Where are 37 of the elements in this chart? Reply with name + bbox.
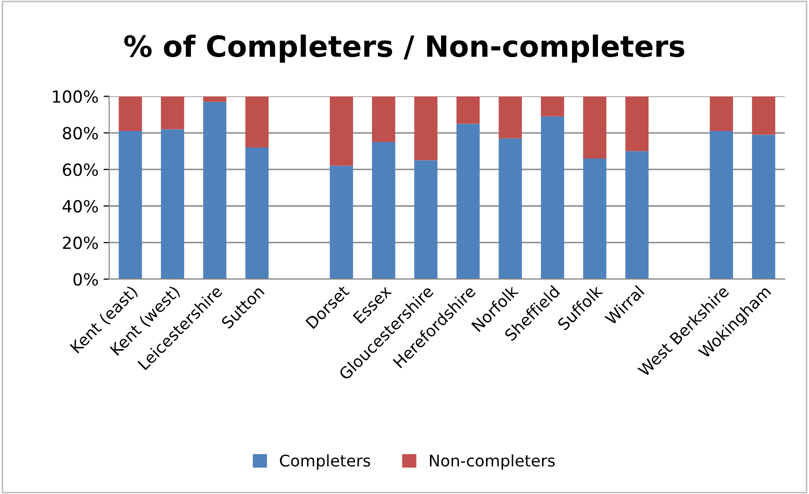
bar [245, 148, 269, 280]
chart-title: % of Completers / Non-completers [124, 34, 684, 63]
legend-label: Completers [280, 454, 370, 470]
bar [583, 158, 606, 280]
bar [498, 96, 522, 138]
bar [456, 124, 480, 280]
bar [456, 96, 480, 124]
bar [752, 134, 776, 280]
bar [710, 96, 734, 132]
bar [710, 131, 734, 280]
y-tick-label: 60% [62, 163, 98, 176]
bar [330, 166, 354, 280]
y-tick-label: 20% [62, 236, 98, 250]
bar [203, 102, 226, 280]
y-tick-label: 0% [73, 273, 98, 286]
bar [372, 96, 396, 142]
bar [583, 96, 606, 158]
bar [414, 96, 438, 160]
bar [540, 116, 564, 280]
bar [625, 96, 649, 152]
y-tick-label: 100% [52, 90, 98, 103]
y-tick-label: 80% [62, 126, 98, 140]
bar [414, 160, 438, 280]
bar [118, 131, 142, 280]
bar [372, 142, 396, 280]
bar [498, 138, 522, 280]
bar [625, 151, 649, 280]
bar [160, 129, 184, 280]
bar [160, 96, 184, 130]
bar [752, 96, 776, 135]
y-tick-label: 40% [62, 200, 98, 213]
bar [118, 96, 142, 132]
bar [203, 96, 226, 102]
bar [245, 96, 269, 148]
bar [330, 96, 354, 166]
legend-label: Non-completers [430, 454, 555, 470]
bar [540, 96, 564, 116]
